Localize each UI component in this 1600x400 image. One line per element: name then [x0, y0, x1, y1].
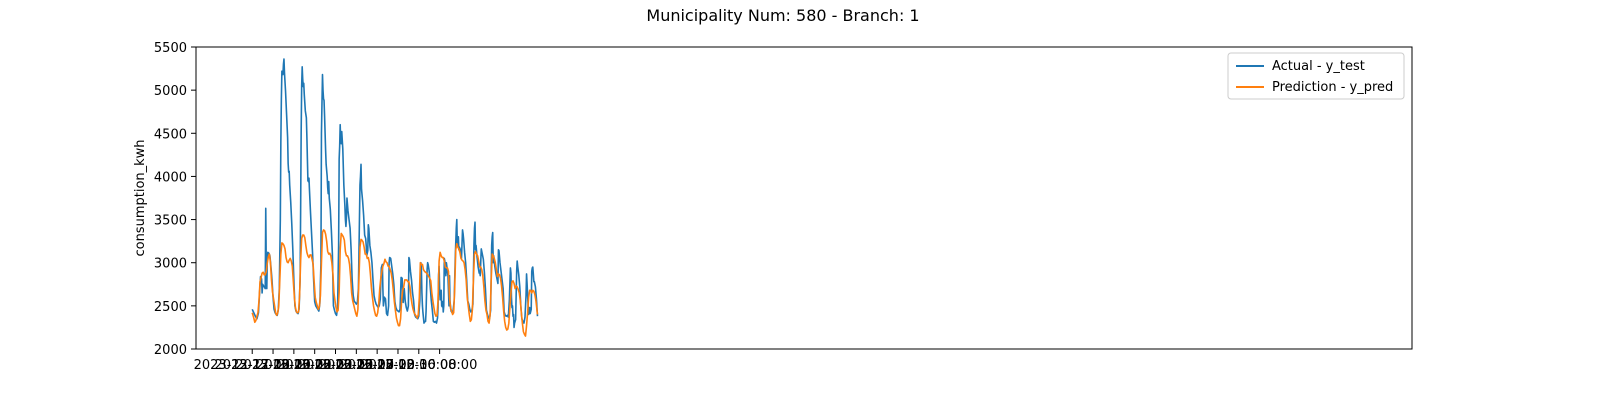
y-tick-label: 3500 [154, 214, 187, 229]
x-tick-label: 2023-12-18 16:00 [214, 358, 331, 373]
legend: Actual - y_test Prediction - y_pred [1227, 52, 1405, 100]
x-tick-label: 2023-12-25 08:00 [298, 358, 415, 373]
legend-box [1227, 52, 1405, 100]
legend-label-actual: Actual - y_test [1272, 59, 1365, 74]
y-axis: 2000 2500 3000 3500 4000 4500 5000 5500 [154, 41, 196, 358]
y-tick-label: 5000 [154, 84, 187, 99]
y-tick-label: 2000 [154, 343, 187, 358]
series-layer [251, 58, 539, 337]
y-tick-label: 4000 [154, 170, 187, 185]
x-tick-label: 2023-12-22 00:00 [256, 358, 373, 373]
x-tick-label: 2023-12-17 00:00 [194, 358, 311, 373]
x-tick-label: 2023-12-23 16:00 [277, 358, 394, 373]
y-tick-label: 4500 [154, 127, 187, 142]
chart-title: Municipality Num: 580 - Branch: 1 [646, 6, 919, 25]
y-tick-label: 2500 [154, 300, 187, 315]
x-tick-label: 2023-12-30 08:00 [360, 358, 477, 373]
plot-frame [195, 46, 1413, 350]
y-tick-label: 3000 [154, 257, 187, 272]
x-tick-label: 2023-12-28 16:00 [339, 358, 456, 373]
legend-label-prediction: Prediction - y_pred [1272, 80, 1393, 95]
x-tick-label: 2023-12-20 08:00 [235, 358, 352, 373]
y-tick-label: 5500 [154, 41, 187, 56]
series-line-prediction [251, 229, 539, 337]
y-axis-label: consumption_kwh [133, 139, 148, 256]
series-line-actual [251, 58, 539, 329]
x-tick-label: 2023-12-27 00:00 [319, 358, 436, 373]
